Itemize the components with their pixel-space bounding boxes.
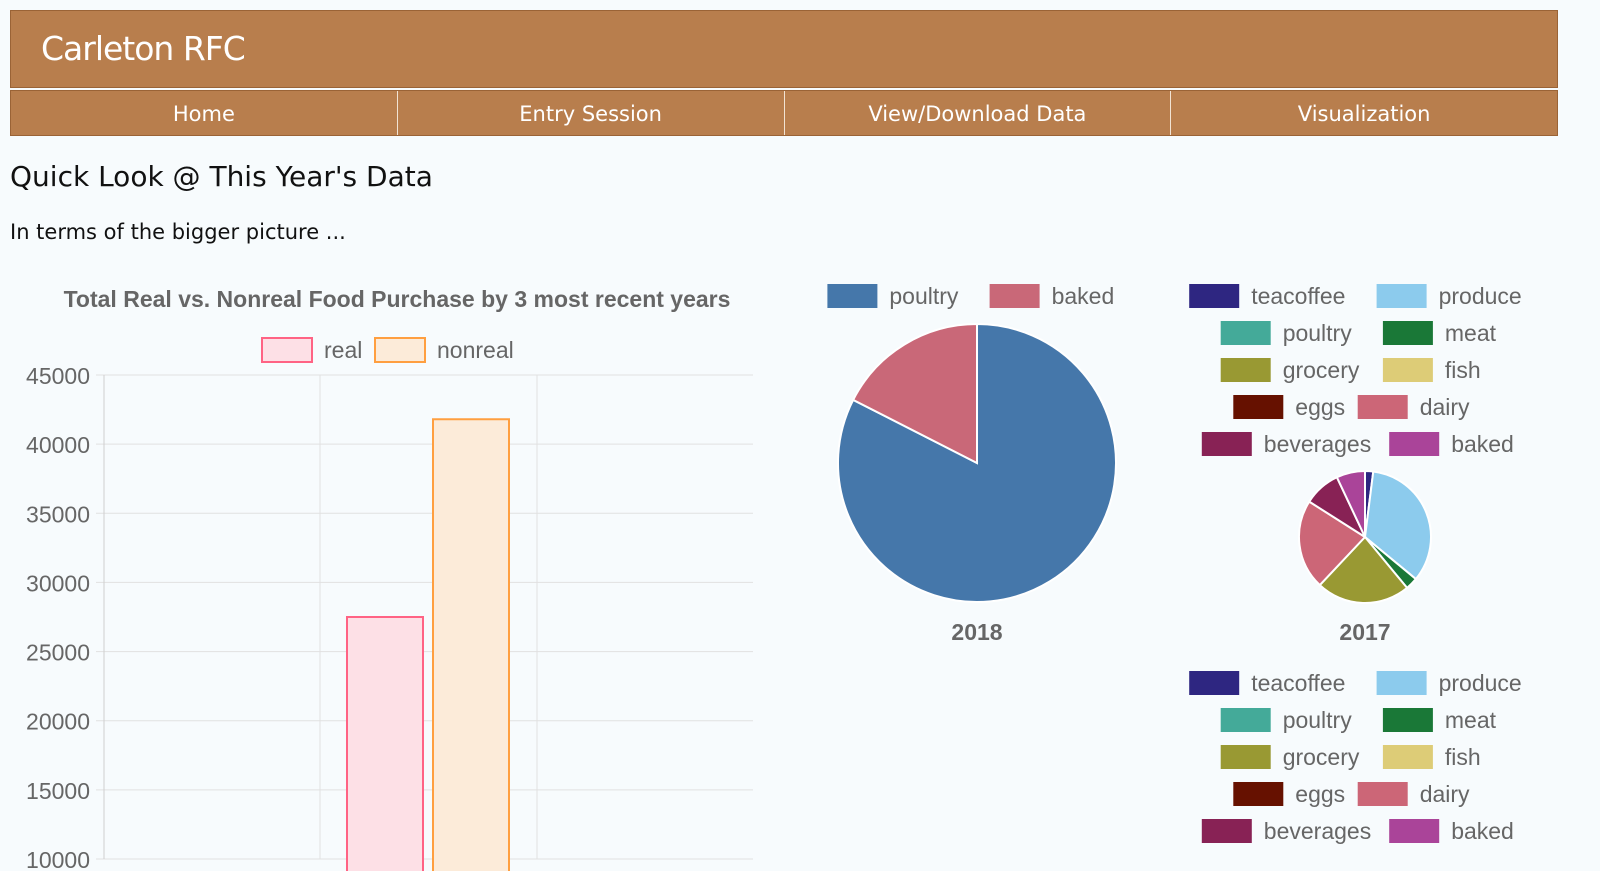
- pie-2017-second-legend-swatch-fish: [1382, 745, 1433, 769]
- pie-2017-second-legend-label-baked: baked: [1451, 818, 1514, 844]
- bar-legend-label-nonreal: nonreal: [437, 337, 514, 363]
- pie-2017-legend-label-dairy: dairy: [1420, 394, 1470, 420]
- pie-2017-legend-label-eggs: eggs: [1295, 394, 1345, 420]
- pie-2017-slice-beverages: [1307, 475, 1368, 540]
- main-nav: Home Entry Session View/Download Data Vi…: [10, 90, 1558, 136]
- bar-y-tick-label: 45000: [26, 363, 90, 389]
- bar-legend-swatch-real: [261, 337, 313, 363]
- pie-2017-slice-dairy: [1298, 500, 1367, 587]
- pie-2017-legend-swatch-produce: [1376, 284, 1427, 308]
- pie-2017-legend-label-meat: meat: [1445, 320, 1497, 346]
- pie-2017-legend-swatch-teacoffee: [1189, 284, 1240, 308]
- pie-2017-second-legend-swatch-meat: [1382, 708, 1433, 732]
- nav-view-download-data[interactable]: View/Download Data: [785, 91, 1172, 135]
- bar-chart-title: Total Real vs. Nonreal Food Purchase by …: [64, 286, 731, 312]
- pie-2017-slice-produce: [1363, 470, 1432, 581]
- bar-y-tick-label: 10000: [26, 847, 90, 871]
- pie-2017-second-legend-swatch-poultry: [1220, 708, 1271, 732]
- bar-y-tick-label: 15000: [26, 778, 90, 804]
- pie-2017-legend-label-beverages: beverages: [1264, 431, 1371, 457]
- pie-2017-second-legend-swatch-teacoffee: [1189, 671, 1240, 695]
- pie-2017-title: 2017: [1339, 619, 1390, 645]
- pie-2017-second-legend-label-poultry: poultry: [1283, 707, 1353, 733]
- pie-2017-legend-label-poultry: poultry: [1283, 320, 1353, 346]
- pie-2017-second-legend-label-produce: produce: [1439, 670, 1522, 696]
- bar-y-tick-label: 30000: [26, 570, 90, 596]
- nav-entry-session[interactable]: Entry Session: [398, 91, 785, 135]
- brand-logo-text[interactable]: Carleton RFC: [41, 29, 246, 68]
- pie-2017-second-legend-label-fish: fish: [1445, 744, 1481, 770]
- pie-2017-legend-label-baked: baked: [1451, 431, 1514, 457]
- bar-y-tick-label: 25000: [26, 640, 90, 666]
- bar-y-tick-label: 35000: [26, 501, 90, 527]
- pie-2017-slice-teacoffee: [1364, 469, 1375, 538]
- nav-home[interactable]: Home: [11, 91, 398, 135]
- pie-2018-slice-baked: [851, 322, 978, 465]
- pie-2017-second-legend-label-teacoffee: teacoffee: [1251, 670, 1345, 696]
- pie-2018-slice-poultry: [837, 322, 1117, 603]
- pie-2018-legend-label-baked: baked: [1052, 283, 1115, 309]
- bar-nonreal: [432, 418, 510, 871]
- pie-2017-second-legend-swatch-grocery: [1220, 745, 1271, 769]
- pie-2017-second-legend-swatch-beverages: [1201, 819, 1252, 843]
- pie-2017-slice-meat: [1364, 536, 1418, 590]
- pie-2017-legend-swatch-poultry: [1220, 321, 1271, 345]
- bar-y-tick-label: 20000: [26, 709, 90, 735]
- bar-real: [346, 616, 424, 871]
- pie-2017-second-legend-label-beverages: beverages: [1264, 818, 1371, 844]
- page-subtitle: In terms of the bigger picture ...: [10, 220, 346, 244]
- pie-2017-slice-baked: [1335, 469, 1366, 538]
- nav-visualization[interactable]: Visualization: [1297, 102, 1431, 126]
- pie-2018-title: 2018: [951, 619, 1002, 645]
- page-title: Quick Look @ This Year's Data: [10, 160, 433, 193]
- bar-legend-label-real: real: [324, 337, 362, 363]
- pie-2017-second-legend-label-meat: meat: [1445, 707, 1497, 733]
- pie-2017-legend-swatch-fish: [1382, 358, 1433, 382]
- pie-2018-legend-swatch-baked: [989, 284, 1040, 308]
- bar-legend-swatch-nonreal: [374, 337, 426, 363]
- pie-2018-legend-label-poultry: poultry: [889, 283, 959, 309]
- pie-2017-legend-swatch-grocery: [1220, 358, 1271, 382]
- pie-2017-legend-label-fish: fish: [1445, 357, 1481, 383]
- pie-2017-legend-swatch-dairy: [1357, 395, 1408, 419]
- pie-2017-second-legend-label-dairy: dairy: [1420, 781, 1470, 807]
- pie-2017-legend-label-grocery: grocery: [1283, 357, 1360, 383]
- pie-2017-second-legend-swatch-baked: [1389, 819, 1440, 843]
- pie-2017-second-legend-swatch-produce: [1376, 671, 1427, 695]
- top-header-bar: Carleton RFC: [10, 10, 1558, 88]
- pie-2018-legend-swatch-poultry: [827, 284, 878, 308]
- pie-2017-legend-swatch-beverages: [1201, 432, 1252, 456]
- pie-2017-legend-swatch-eggs: [1233, 395, 1284, 419]
- pie-2017-legend-label-teacoffee: teacoffee: [1251, 283, 1345, 309]
- pie-2017-legend-swatch-meat: [1382, 321, 1433, 345]
- pie-2017-second-legend-swatch-dairy: [1357, 782, 1408, 806]
- pie-2017-legend-swatch-baked: [1389, 432, 1440, 456]
- pie-2017-second-legend-swatch-eggs: [1233, 782, 1284, 806]
- bar-y-tick-label: 40000: [26, 432, 90, 458]
- pie-2017-legend-label-produce: produce: [1439, 283, 1522, 309]
- pie-2017-second-legend-label-eggs: eggs: [1295, 781, 1345, 807]
- pie-2017-slice-grocery: [1318, 535, 1409, 604]
- pie-2017-second-legend-label-grocery: grocery: [1283, 744, 1360, 770]
